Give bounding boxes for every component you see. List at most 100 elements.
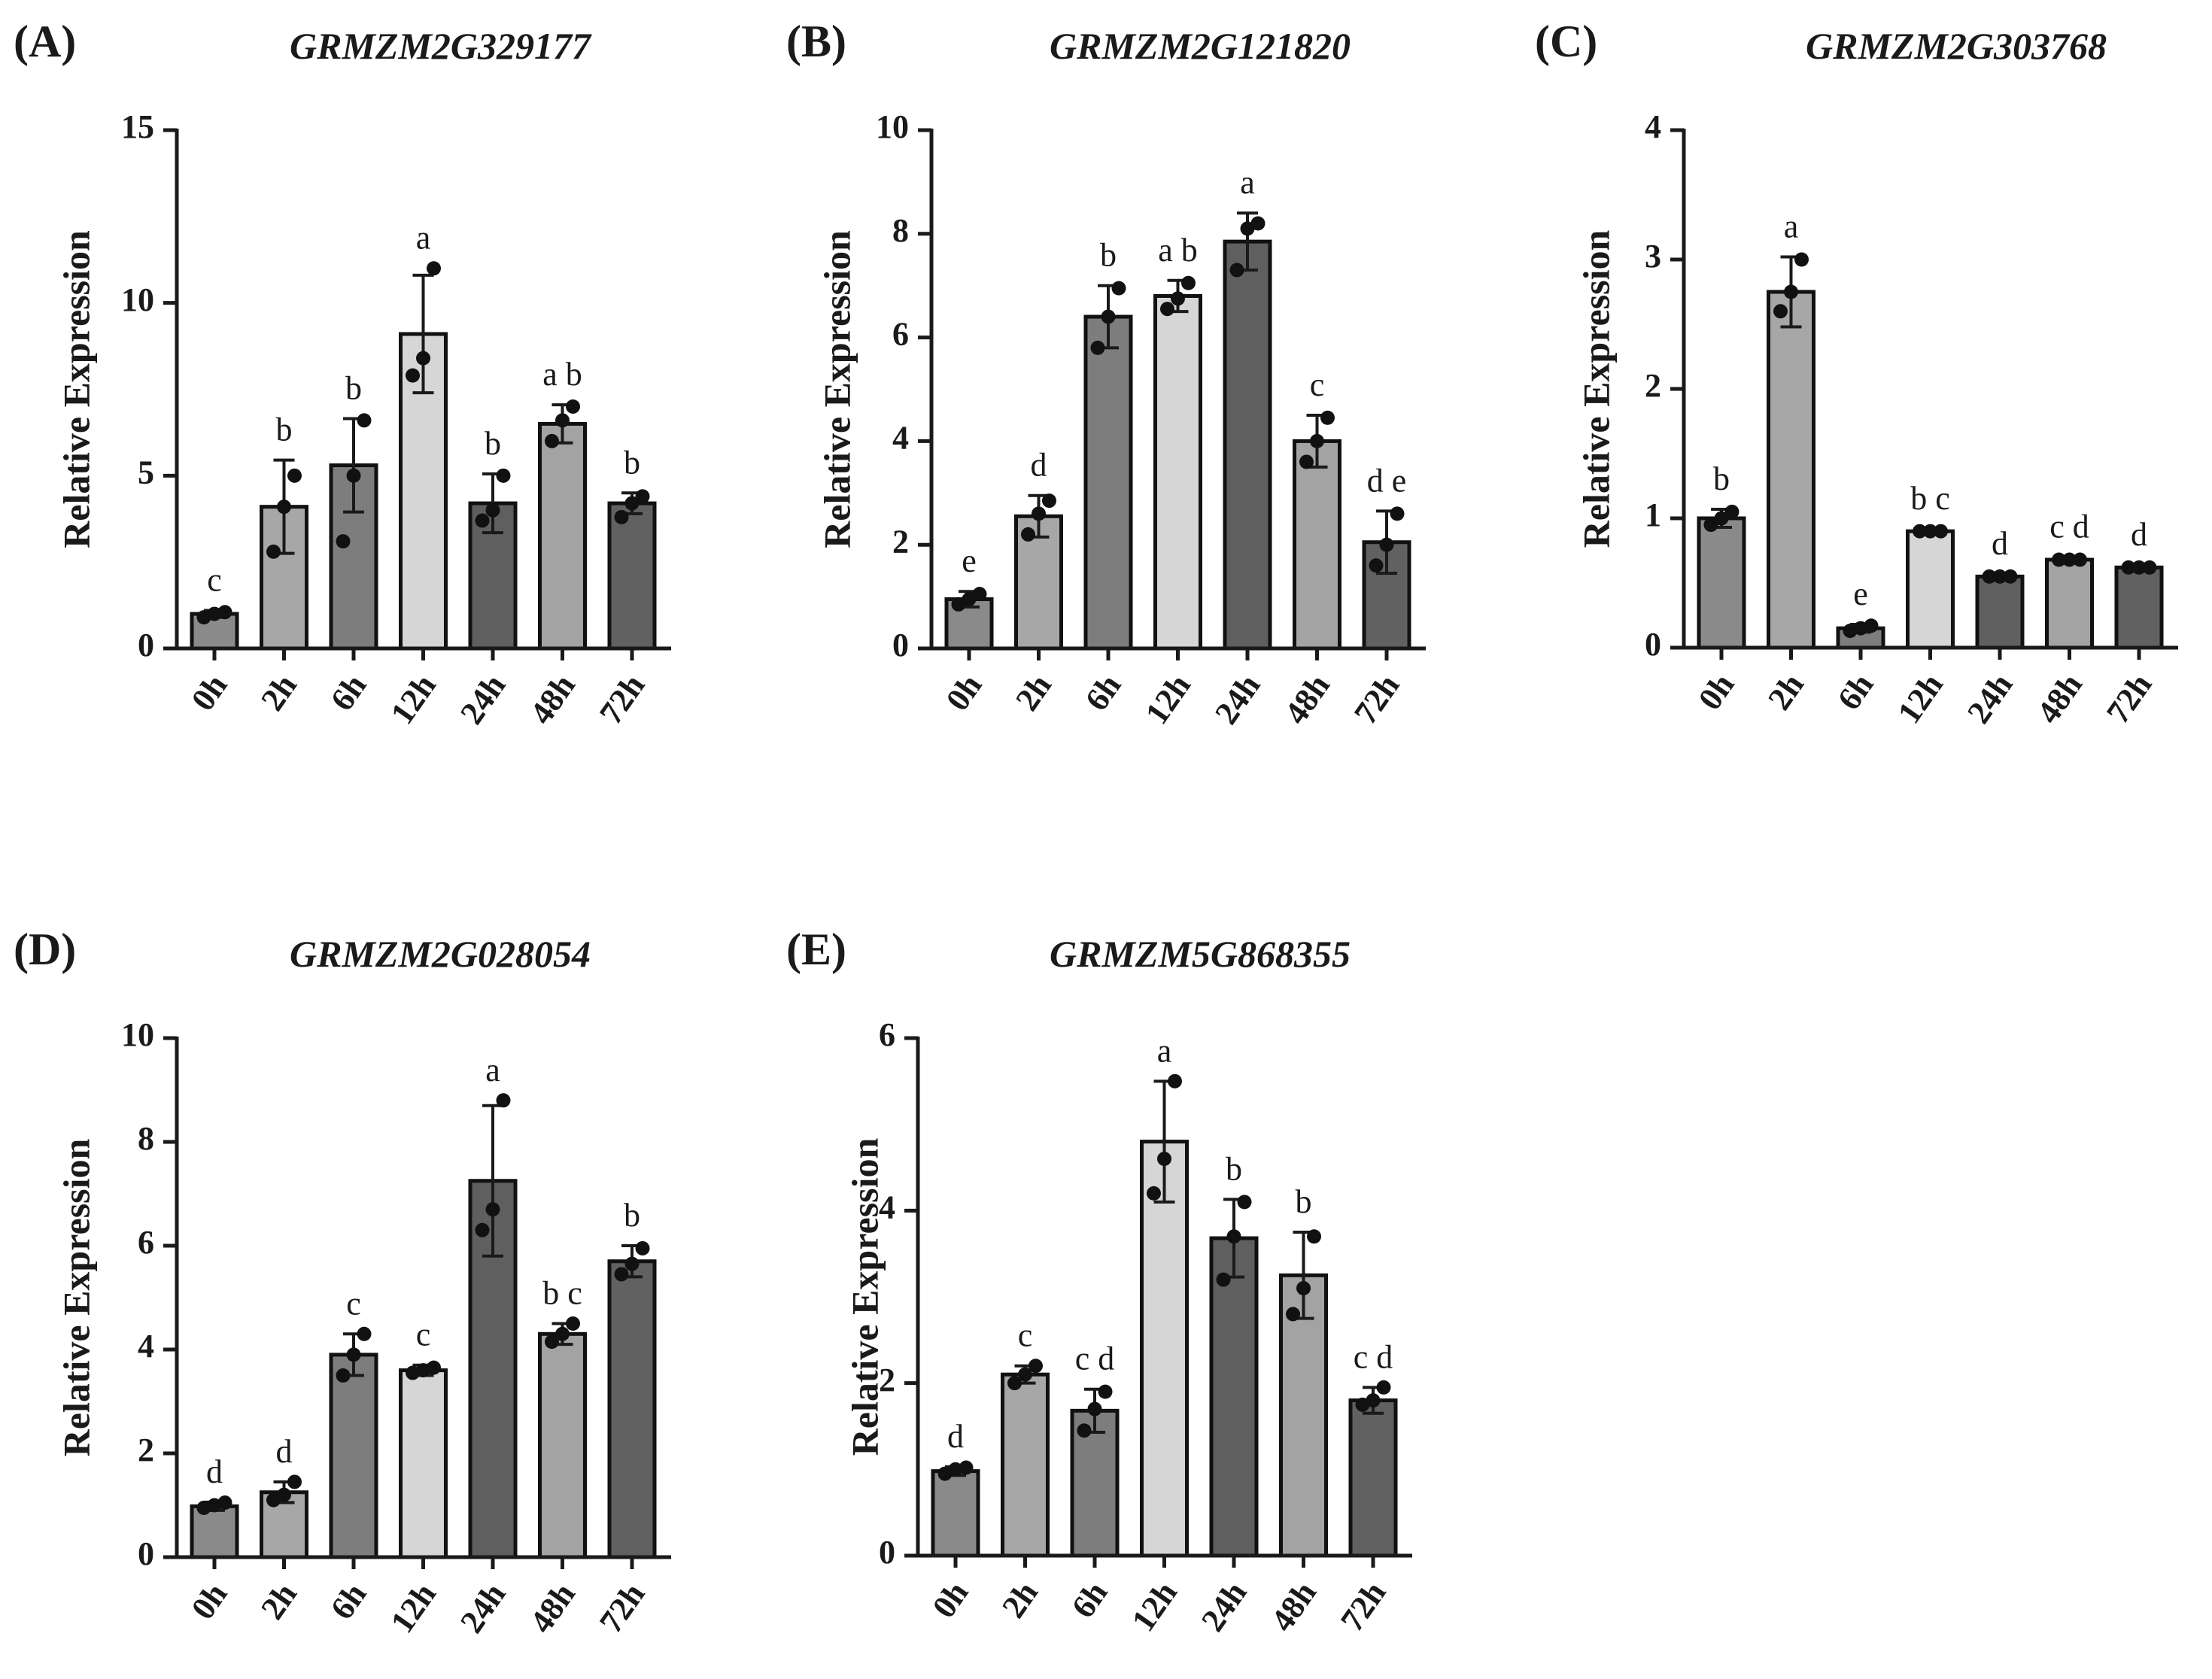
panel-b-point-0h-3 [972, 587, 987, 602]
panel-b-point-12h-3 [1181, 275, 1196, 290]
panel-e-bar-12h [1140, 1140, 1189, 1558]
panel-b-point-6h-1 [1090, 340, 1105, 355]
panel-e-significance-2h: c [1018, 1317, 1033, 1354]
panel-c-y-tick-3: 3 [1645, 238, 1661, 275]
panel-d-significance-12h: c [416, 1316, 431, 1353]
panel-a-point-2h-2 [277, 499, 291, 515]
panel-a-point-2h-1 [266, 544, 281, 559]
panel-a-significance-12h: a [416, 220, 431, 257]
panel-c-point-2h-1 [1773, 304, 1788, 319]
panel-e-bar-72h [1348, 1398, 1398, 1558]
panel-d-point-2h-2 [277, 1487, 291, 1502]
panel-d-point-72h-3 [635, 1240, 650, 1255]
panel-d-point-2h-3 [287, 1474, 302, 1489]
panel-b-bar-6h [1083, 314, 1133, 651]
panel-c-x-tick-48h: 48h [2030, 666, 2089, 730]
panel-b-significance-6h: b [1100, 237, 1117, 274]
panel-d-bar-6h [329, 1353, 378, 1559]
panel-c-point-24h-3 [2003, 569, 2018, 584]
panel-d-point-6h-3 [357, 1326, 372, 1341]
panel-a-significance-6h: b [345, 370, 362, 407]
panel-a-point-12h-3 [427, 261, 441, 276]
panel-c-y-axis-title: Relative Expression [1575, 229, 1617, 548]
panel-d-point-48h-1 [545, 1334, 559, 1350]
panel-c-significance-6h: e [1853, 575, 1868, 612]
panel-c-significance-12h: b c [1910, 480, 1950, 517]
panel-e-significance-0h: d [947, 1418, 964, 1455]
panel-e-title: GRMZM5G868355 [1050, 933, 1351, 975]
panel-c-x-tick-6h: 6h [1831, 666, 1881, 716]
panel-e-point-48h-3 [1307, 1229, 1321, 1244]
panel-c-x-tick-72h: 72h [2099, 666, 2159, 730]
panel-e-point-48h-1 [1286, 1307, 1300, 1322]
panel-c-bar-2h [1767, 290, 1815, 650]
panel-b-x-tick-6h: 6h [1078, 667, 1129, 717]
panel-d-point-48h-2 [555, 1326, 570, 1341]
panel-b-title: GRMZM2G121820 [1050, 25, 1351, 67]
panel-d-bar-12h [399, 1368, 448, 1559]
panel-b-significance-2h: d [1031, 447, 1047, 484]
panel-d-bar-72h [607, 1259, 657, 1559]
panel-c-point-24h-1 [1982, 569, 1997, 584]
panel-a-significance-72h: b [624, 444, 640, 481]
panel-d-significance-48h: b c [542, 1275, 582, 1312]
panel-c-letter: (C) [1535, 17, 1597, 66]
panel-b-y-tick-4: 4 [892, 419, 909, 456]
panel-d-point-24h-2 [485, 1202, 500, 1217]
panel-b-y-tick-0: 0 [892, 627, 909, 663]
panel-d-x-tick-12h: 12h [384, 1576, 443, 1639]
panel-e-significance-72h: c d [1354, 1338, 1393, 1375]
panel-b-y-tick-2: 2 [892, 523, 909, 560]
panel-b-bar-12h [1153, 293, 1202, 651]
panel-a-point-24h-2 [485, 502, 500, 518]
panel-b-significance-24h: a [1240, 164, 1255, 201]
panel-d-y-tick-2: 2 [138, 1432, 154, 1468]
panel-b-point-48h-3 [1320, 410, 1335, 425]
panel-e-letter: (E) [786, 925, 846, 974]
panel-e-point-2h-1 [1007, 1376, 1022, 1391]
panel-b-point-24h-3 [1250, 216, 1266, 231]
panel-b-point-12h-2 [1171, 291, 1185, 306]
panel-e-significance-6h: c d [1075, 1340, 1115, 1377]
panel-e-x-tick-2h: 2h [995, 1574, 1045, 1624]
panel-c-point-2h-3 [1794, 252, 1809, 267]
panel-a-point-48h-1 [545, 433, 559, 448]
panel-e-point-2h-3 [1029, 1359, 1043, 1374]
panel-c-point-0h-1 [1703, 518, 1718, 533]
panel-e-significance-24h: b [1226, 1150, 1242, 1187]
panel-d-x-tick-2h: 2h [254, 1576, 304, 1626]
panel-c-significance-2h: a [1784, 208, 1799, 245]
panel-a-y-axis-title: Relative Expression [55, 230, 97, 548]
panel-b-x-tick-24h: 24h [1208, 667, 1267, 730]
panel-e-x-tick-72h: 72h [1333, 1574, 1393, 1638]
panel-e-y-tick-4: 4 [879, 1189, 895, 1225]
panel-a-point-6h-2 [346, 468, 361, 483]
panel-c-y-tick-2: 2 [1645, 367, 1661, 404]
panel-c-title: GRMZM2G303768 [1806, 25, 2107, 67]
panel-c-point-24h-2 [1992, 569, 2007, 584]
panel-c-point-2h-2 [1784, 284, 1798, 299]
panel-b-letter: (B) [786, 17, 846, 66]
panel-d-bar-0h [190, 1504, 239, 1559]
panel-e-bar-2h [1001, 1372, 1050, 1558]
panel-b-point-2h-3 [1042, 493, 1056, 509]
panel-a-point-12h-2 [416, 351, 430, 366]
panel-a-point-6h-1 [336, 534, 351, 549]
panel-c-significance-72h: d [2131, 516, 2147, 553]
panel-e-point-72h-2 [1366, 1393, 1381, 1408]
panel-c-bar-0h [1697, 516, 1746, 650]
panel-c-point-48h-1 [2052, 552, 2066, 567]
panel-a-point-0h-3 [217, 605, 232, 620]
panel-a-bar-48h [538, 421, 587, 651]
panel-d-y-tick-10: 10 [121, 1016, 154, 1053]
panel-e-point-2h-2 [1018, 1367, 1032, 1382]
panel-a-title: GRMZM2G329177 [290, 25, 592, 67]
panel-a-x-tick-12h: 12h [384, 667, 443, 730]
panel-d-x-tick-6h: 6h [324, 1576, 374, 1626]
panel-b-point-6h-3 [1111, 281, 1126, 296]
panel-b-bar-24h [1223, 239, 1272, 651]
panel-d-point-72h-2 [624, 1256, 640, 1271]
panel-a-y-tick-15: 15 [121, 108, 154, 145]
panel-d-significance-72h: b [624, 1197, 640, 1234]
panel-e-bar-48h [1279, 1273, 1328, 1558]
